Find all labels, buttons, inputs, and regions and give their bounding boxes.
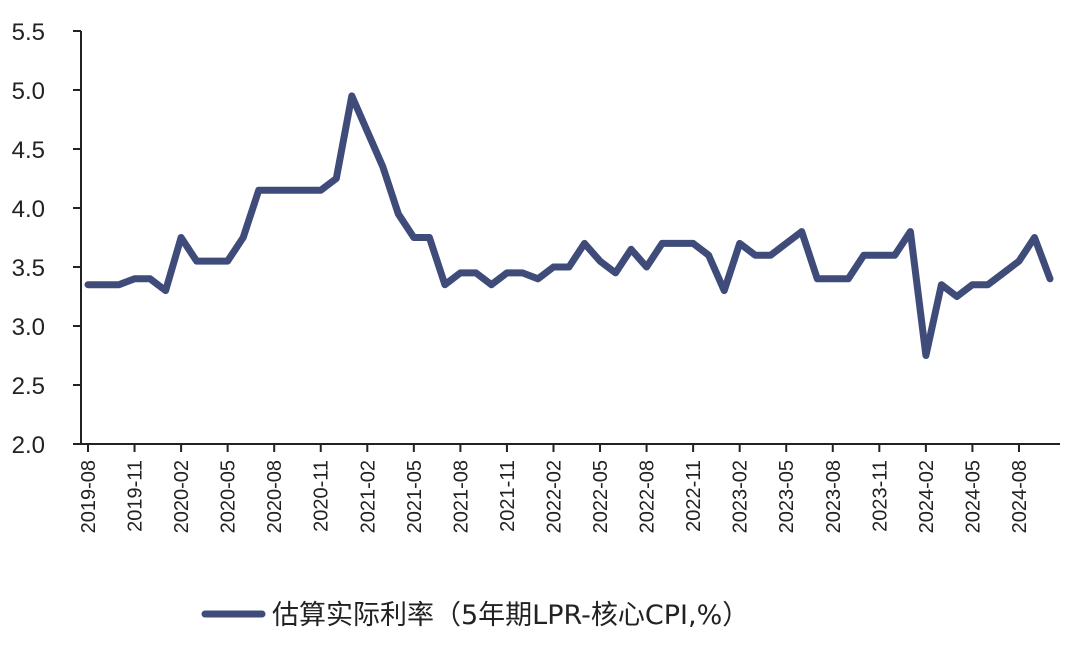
x-tick-label: 2024-02 xyxy=(916,460,938,533)
x-tick-label: 2022-02 xyxy=(543,460,565,533)
y-tick-label: 2.0 xyxy=(12,432,45,459)
x-tick-label: 2019-08 xyxy=(78,460,100,533)
x-tick-label: 2020-02 xyxy=(171,460,193,533)
x-tick-label: 2022-11 xyxy=(683,460,705,532)
legend-label: 估算实际利率（5年期LPR-核心CPI,%） xyxy=(272,600,749,631)
y-tick-label: 4.0 xyxy=(12,196,45,223)
legend: 估算实际利率（5年期LPR-核心CPI,%） xyxy=(201,600,749,631)
x-axis-ticks: 2019-08 2019-11 2020-02 2020-05 2020-08 2020-… xyxy=(78,444,1031,533)
y-tick-label: 3.5 xyxy=(12,255,45,282)
x-tick-label: 2022-08 xyxy=(637,460,659,533)
x-tick-label: 2021-05 xyxy=(404,460,426,533)
y-axis-ticks: 2.0 2.5 3.0 3.5 4.0 4.5 5.0 5.5 xyxy=(12,19,81,459)
x-tick-label: 2023-08 xyxy=(823,460,845,533)
y-tick-label: 3.0 xyxy=(12,314,45,341)
x-tick-label: 2021-11 xyxy=(497,460,519,532)
series-line xyxy=(84,92,1054,359)
series-layer xyxy=(84,92,1054,359)
x-tick-label: 2019-11 xyxy=(125,460,147,532)
x-tick-label: 2024-08 xyxy=(1009,460,1031,533)
x-tick-label: 2023-11 xyxy=(869,460,891,532)
x-tick-label: 2020-11 xyxy=(311,460,333,532)
x-tick-label: 2022-05 xyxy=(590,460,612,533)
axes xyxy=(80,31,1060,445)
y-tick-label: 2.5 xyxy=(12,373,45,400)
x-tick-label: 2020-05 xyxy=(218,460,240,533)
x-tick-label: 2023-02 xyxy=(730,460,752,533)
x-tick-label: 2024-05 xyxy=(962,460,984,533)
y-tick-label: 5.0 xyxy=(12,78,45,105)
x-tick-label: 2020-08 xyxy=(264,460,286,533)
y-tick-label: 5.5 xyxy=(12,19,45,46)
x-tick-label: 2021-02 xyxy=(357,460,379,533)
x-tick-label: 2021-08 xyxy=(450,460,472,533)
x-tick-label: 2023-05 xyxy=(776,460,798,533)
y-tick-label: 4.5 xyxy=(12,137,45,164)
